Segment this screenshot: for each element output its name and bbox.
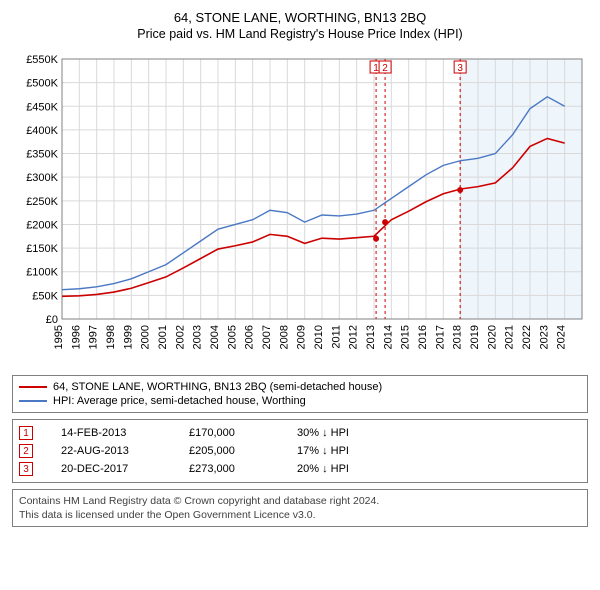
svg-text:£150K: £150K [26,243,58,255]
svg-text:£250K: £250K [26,196,58,208]
event-row: 2 22-AUG-2013 £205,000 17% ↓ HPI [19,442,581,460]
svg-text:1998: 1998 [105,325,117,349]
svg-text:2004: 2004 [209,325,221,349]
svg-text:2019: 2019 [469,325,481,349]
svg-text:£550K: £550K [26,54,58,66]
svg-text:2010: 2010 [313,325,325,349]
svg-text:2014: 2014 [382,325,394,349]
svg-text:3: 3 [457,63,463,74]
svg-text:1: 1 [373,63,379,74]
legend: 64, STONE LANE, WORTHING, BN13 2BQ (semi… [12,375,588,413]
svg-text:2: 2 [382,63,388,74]
svg-text:2001: 2001 [157,325,169,349]
event-date: 22-AUG-2013 [61,445,161,457]
svg-text:2012: 2012 [348,325,360,349]
event-price: £170,000 [189,427,269,439]
event-delta: 20% ↓ HPI [297,463,397,475]
svg-text:2009: 2009 [296,325,308,349]
svg-text:£450K: £450K [26,101,58,113]
line-chart: £0 £50K £100K £150K £200K £250K £300K £350K £400… [12,49,588,369]
chart-area: £0 £50K £100K £150K £200K £250K £300K £350K £400… [12,49,588,369]
legend-item: 64, STONE LANE, WORTHING, BN13 2BQ (semi… [19,380,581,394]
page-subtitle: Price paid vs. HM Land Registry's House … [12,27,588,41]
svg-text:1996: 1996 [70,325,82,349]
legend-label: HPI: Average price, semi-detached house,… [53,395,306,407]
svg-text:2013: 2013 [365,325,377,349]
svg-text:2018: 2018 [452,325,464,349]
footer: Contains HM Land Registry data © Crown c… [12,489,588,527]
svg-text:2008: 2008 [278,325,290,349]
svg-text:1995: 1995 [53,325,65,349]
event-delta: 17% ↓ HPI [297,445,397,457]
event-price: £273,000 [189,463,269,475]
svg-text:£350K: £350K [26,149,58,161]
event-row: 1 14-FEB-2013 £170,000 30% ↓ HPI [19,424,581,442]
svg-text:1997: 1997 [88,325,100,349]
legend-swatch [19,400,47,402]
legend-item: HPI: Average price, semi-detached house,… [19,394,581,408]
svg-text:2023: 2023 [538,325,550,349]
svg-text:2020: 2020 [486,325,498,349]
svg-text:2021: 2021 [504,325,516,349]
svg-text:2007: 2007 [261,325,273,349]
event-marker: 1 [19,426,33,440]
events-table: 1 14-FEB-2013 £170,000 30% ↓ HPI 2 22-AU… [12,419,588,483]
svg-text:2006: 2006 [244,325,256,349]
event-row: 3 20-DEC-2017 £273,000 20% ↓ HPI [19,460,581,478]
svg-text:2000: 2000 [140,325,152,349]
svg-text:£100K: £100K [26,267,58,279]
svg-text:2024: 2024 [556,325,568,349]
event-price: £205,000 [189,445,269,457]
event-marker: 3 [19,462,33,476]
event-date: 20-DEC-2017 [61,463,161,475]
legend-label: 64, STONE LANE, WORTHING, BN13 2BQ (semi… [53,381,382,393]
svg-text:2016: 2016 [417,325,429,349]
svg-text:2022: 2022 [521,325,533,349]
svg-text:£50K: £50K [32,290,58,302]
svg-text:2015: 2015 [400,325,412,349]
footer-line: Contains HM Land Registry data © Crown c… [19,494,581,508]
svg-text:2017: 2017 [434,325,446,349]
svg-text:1999: 1999 [122,325,134,349]
svg-text:£500K: £500K [26,78,58,90]
event-delta: 30% ↓ HPI [297,427,397,439]
event-date: 14-FEB-2013 [61,427,161,439]
svg-text:2002: 2002 [174,325,186,349]
svg-text:£300K: £300K [26,172,58,184]
footer-line: This data is licensed under the Open Gov… [19,508,581,522]
event-marker: 2 [19,444,33,458]
svg-text:2003: 2003 [192,325,204,349]
svg-text:£0: £0 [46,314,58,326]
svg-text:£400K: £400K [26,125,58,137]
svg-text:£200K: £200K [26,219,58,231]
legend-swatch [19,386,47,388]
svg-text:2005: 2005 [226,325,238,349]
page-title: 64, STONE LANE, WORTHING, BN13 2BQ [12,10,588,25]
svg-text:2011: 2011 [330,325,342,349]
